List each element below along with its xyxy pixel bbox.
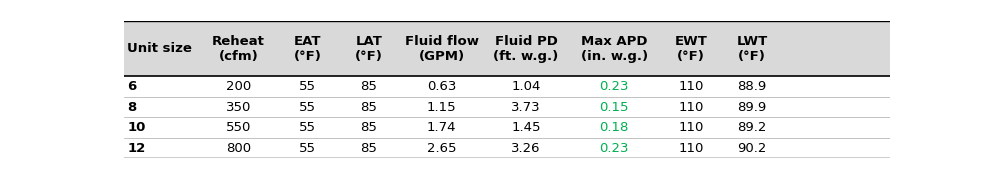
- Text: 0.18: 0.18: [599, 121, 629, 134]
- Text: 8: 8: [128, 101, 136, 114]
- Text: 110: 110: [678, 80, 703, 93]
- Text: 110: 110: [678, 121, 703, 134]
- Text: 800: 800: [226, 142, 251, 155]
- Text: 89.2: 89.2: [738, 121, 766, 134]
- Text: 110: 110: [678, 101, 703, 114]
- Text: Fluid PD
(ft. w.g.): Fluid PD (ft. w.g.): [494, 35, 559, 63]
- Text: 2.65: 2.65: [427, 142, 457, 155]
- Text: 3.73: 3.73: [511, 101, 541, 114]
- Text: 55: 55: [299, 142, 316, 155]
- Text: 110: 110: [678, 142, 703, 155]
- Text: 85: 85: [360, 101, 378, 114]
- Text: 89.9: 89.9: [738, 101, 766, 114]
- Text: LAT
(°F): LAT (°F): [355, 35, 383, 63]
- Text: 200: 200: [225, 80, 251, 93]
- Text: 0.15: 0.15: [599, 101, 629, 114]
- Text: 1.74: 1.74: [427, 121, 457, 134]
- Text: Reheat
(cfm): Reheat (cfm): [213, 35, 265, 63]
- Text: Fluid flow
(GPM): Fluid flow (GPM): [405, 35, 479, 63]
- Text: 88.9: 88.9: [738, 80, 766, 93]
- Text: 1.45: 1.45: [511, 121, 541, 134]
- Text: 55: 55: [299, 80, 316, 93]
- Text: 55: 55: [299, 121, 316, 134]
- Text: 6: 6: [128, 80, 136, 93]
- Text: 12: 12: [128, 142, 145, 155]
- Text: 1.15: 1.15: [427, 101, 457, 114]
- Text: 0.23: 0.23: [599, 142, 629, 155]
- Text: 85: 85: [360, 121, 378, 134]
- Text: 350: 350: [225, 101, 251, 114]
- Text: 550: 550: [225, 121, 251, 134]
- Text: 55: 55: [299, 101, 316, 114]
- Text: EWT
(°F): EWT (°F): [674, 35, 707, 63]
- Text: 0.23: 0.23: [599, 80, 629, 93]
- Bar: [124, 21, 890, 76]
- Text: EAT
(°F): EAT (°F): [294, 35, 321, 63]
- Text: 10: 10: [128, 121, 145, 134]
- Text: 1.04: 1.04: [511, 80, 541, 93]
- Text: Unit size: Unit size: [128, 42, 192, 55]
- Text: Max APD
(in. w.g.): Max APD (in. w.g.): [581, 35, 648, 63]
- Text: 90.2: 90.2: [738, 142, 766, 155]
- Text: 85: 85: [360, 142, 378, 155]
- Text: 85: 85: [360, 80, 378, 93]
- Text: 3.26: 3.26: [511, 142, 541, 155]
- Text: LWT
(°F): LWT (°F): [737, 35, 767, 63]
- Text: 0.63: 0.63: [427, 80, 456, 93]
